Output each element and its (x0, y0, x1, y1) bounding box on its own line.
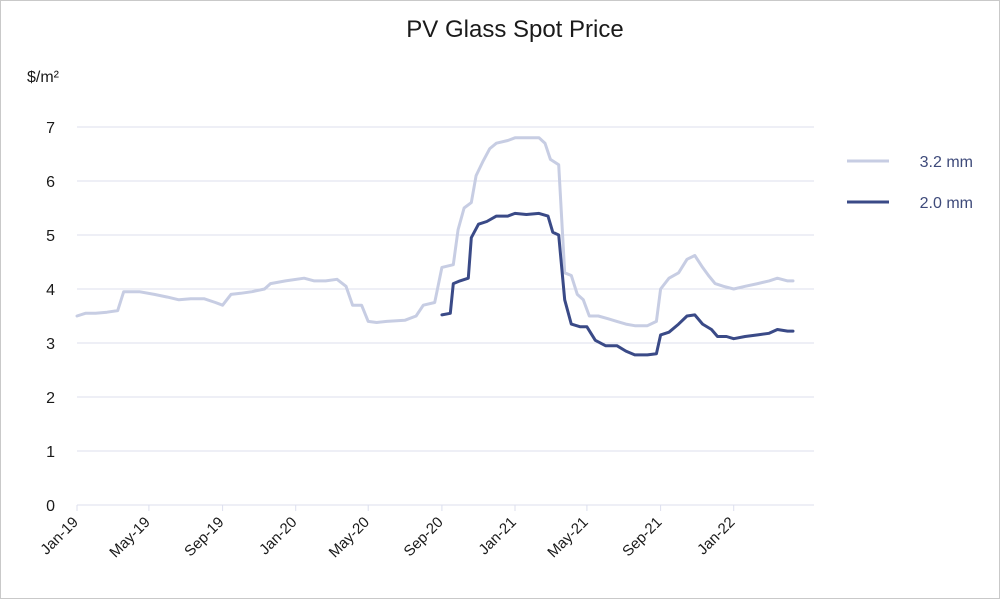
y-axis-unit-label: $/m² (27, 69, 60, 86)
y-tick-label: 6 (46, 174, 55, 191)
y-axis-ticks: 0 1 2 3 4 5 6 7 (46, 120, 55, 515)
x-tick-label: Jan-21 (475, 514, 519, 558)
y-tick-label: 5 (46, 228, 55, 245)
x-tick-label: May-20 (326, 514, 373, 561)
x-tick-label: Sep-20 (401, 514, 447, 560)
y-tick-label: 4 (46, 282, 55, 299)
x-tick-label: May-19 (106, 514, 153, 561)
x-tick-label: Jan-22 (694, 514, 738, 558)
legend-label: 2.0 mm (920, 195, 973, 212)
legend-label: 3.2 mm (920, 154, 973, 171)
x-tick-label: Jan-20 (256, 514, 300, 558)
chart-title: PV Glass Spot Price (406, 16, 623, 43)
series-line-thick-glass (75, 136, 795, 328)
gridlines (77, 126, 814, 506)
y-tick-label: 3 (46, 336, 55, 353)
y-tick-label: 2 (46, 390, 55, 407)
legend: 3.2 mm 2.0 mm (847, 154, 973, 212)
series-line-thin-glass (440, 211, 795, 357)
y-tick-label: 0 (46, 498, 55, 515)
series-lines (75, 136, 795, 357)
x-tick-label: May-21 (544, 514, 591, 561)
x-tick-label: Sep-21 (619, 514, 665, 560)
y-tick-label: 7 (46, 120, 55, 137)
x-axis-ticks: Jan-19 May-19 Sep-19 Jan-20 May-20 Sep-20 Jan-… (37, 505, 739, 561)
x-tick-label: Sep-19 (181, 514, 227, 560)
y-tick-label: 1 (46, 444, 55, 461)
x-tick-label: Jan-19 (37, 514, 81, 558)
